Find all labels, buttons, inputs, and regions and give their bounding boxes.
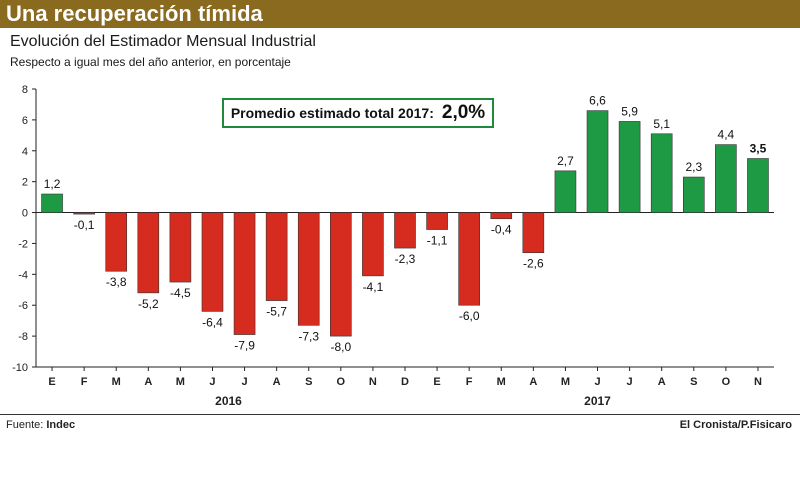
bar [137, 212, 160, 294]
bar [362, 212, 384, 277]
data-label: 2,3 [685, 160, 702, 174]
average-callout: Promedio estimado total 2017: 2,0% [222, 98, 494, 128]
x-tick-label: E [433, 376, 440, 388]
bar [105, 212, 128, 272]
footer-divider [0, 414, 800, 415]
footer-source: Fuente: Indec [6, 419, 75, 431]
bar [747, 158, 769, 213]
data-label: 6,6 [589, 94, 606, 108]
year-label: 2017 [584, 394, 611, 408]
y-tick-label: 6 [22, 115, 28, 127]
y-tick-label: 8 [22, 84, 28, 96]
x-tick-label: M [112, 376, 121, 388]
y-tick-label: -8 [18, 331, 28, 343]
x-tick-label: M [561, 376, 570, 388]
data-label: -8,0 [330, 340, 351, 354]
x-tick-label: A [658, 376, 666, 388]
x-tick-label: O [337, 376, 346, 388]
data-label: 3,5 [750, 142, 767, 156]
data-label: 1,2 [44, 177, 61, 191]
data-label: -5,7 [266, 305, 287, 319]
data-label: -7,3 [298, 329, 319, 343]
bar [169, 212, 192, 283]
data-label: -6,4 [202, 315, 223, 329]
data-label: -2,6 [523, 257, 544, 271]
source-value: Indec [46, 419, 76, 431]
data-label: 5,1 [653, 117, 670, 131]
bar [586, 110, 609, 213]
x-tick-label: S [690, 376, 697, 388]
data-label: 4,4 [718, 128, 735, 142]
x-tick-label: D [401, 376, 409, 388]
average-value: 2,0% [441, 102, 486, 123]
x-tick-label: E [48, 376, 55, 388]
x-tick-label: J [242, 376, 248, 388]
bar [715, 144, 737, 213]
x-tick-label: F [466, 376, 473, 388]
data-label: -4,1 [363, 280, 384, 294]
bar [490, 212, 513, 220]
bar [682, 176, 705, 213]
bar [650, 133, 673, 213]
x-tick-label: A [273, 376, 281, 388]
y-tick-label: -2 [18, 238, 28, 250]
page-title: Una recuperación tímida [6, 1, 263, 26]
x-tick-label: N [369, 376, 377, 388]
year-label: 2016 [215, 394, 242, 408]
x-tick-label: S [305, 376, 312, 388]
x-tick-label: F [81, 376, 88, 388]
bar [426, 212, 448, 230]
bar [41, 193, 63, 213]
bar [73, 212, 95, 215]
y-tick-label: 4 [22, 146, 28, 158]
y-tick-label: 0 [22, 208, 28, 220]
x-tick-label: M [176, 376, 185, 388]
bar [265, 212, 288, 301]
source-label: Fuente: [6, 419, 44, 431]
data-label: -0,1 [74, 218, 95, 232]
chart-subtitle: Evolución del Estimador Mensual Industri… [10, 33, 316, 50]
data-label: -5,2 [138, 297, 159, 311]
data-label: -2,3 [395, 252, 416, 266]
data-label: -6,0 [459, 309, 480, 323]
y-tick-label: -10 [12, 362, 28, 374]
x-tick-label: M [497, 376, 506, 388]
data-label: -4,5 [170, 286, 191, 300]
data-label: -1,1 [427, 234, 448, 248]
data-label: -7,9 [234, 339, 255, 353]
y-tick-label: -4 [18, 269, 28, 281]
data-label: -0,4 [491, 223, 512, 237]
x-tick-label: O [722, 376, 731, 388]
x-tick-label: N [754, 376, 762, 388]
data-label: 2,7 [557, 154, 574, 168]
bar [394, 212, 416, 249]
bar [297, 212, 320, 326]
bar [201, 212, 224, 312]
chart-note: Respecto a igual mes del año anterior, e… [10, 55, 291, 69]
x-tick-label: J [594, 376, 600, 388]
average-label: Promedio estimado total 2017: [230, 105, 434, 121]
footer-credit: El Cronista/P.Fisicaro [679, 419, 792, 431]
bar-chart: 8 6 4 2 0 -2 -4 -6 -8 -10 1,2 E -0,1 F -3,8 M -5,2 A -4,5 M… [12, 84, 774, 408]
y-tick-label: 2 [22, 177, 28, 189]
data-label: 5,9 [621, 104, 638, 118]
y-tick-label: -6 [18, 300, 28, 312]
bar [458, 212, 480, 306]
bar [618, 121, 641, 213]
x-tick-label: J [627, 376, 633, 388]
bar [330, 212, 352, 337]
x-tick-label: J [209, 376, 215, 388]
data-label: -3,8 [106, 275, 127, 289]
bar [233, 212, 256, 335]
x-tick-label: A [529, 376, 537, 388]
header-bar: Una recuperación tímida [0, 0, 800, 28]
bar [554, 170, 577, 213]
x-tick-label: A [144, 376, 152, 388]
bar [522, 212, 545, 254]
